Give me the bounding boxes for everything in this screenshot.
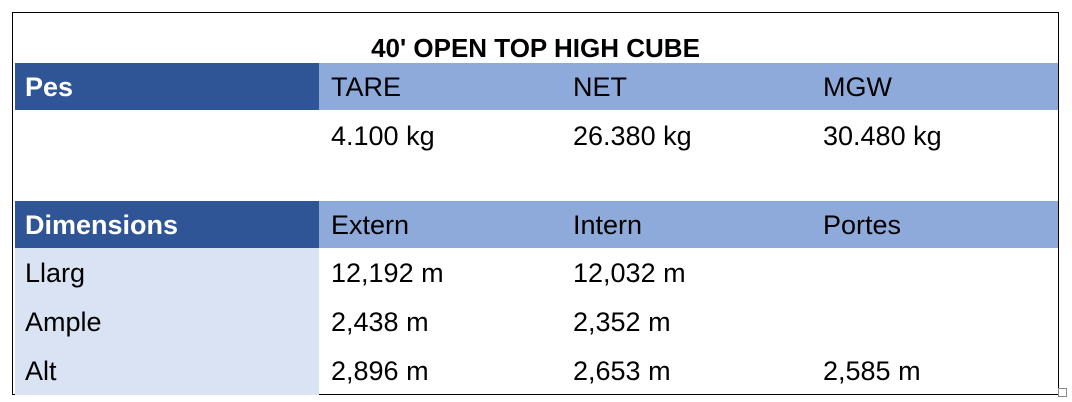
cell-value: 2,585 m bbox=[823, 356, 921, 386]
column-header: Portes bbox=[823, 210, 902, 240]
cell-value: 2,896 m bbox=[331, 356, 429, 386]
cell-value: 26.380 kg bbox=[573, 121, 692, 151]
header-band bbox=[319, 63, 1058, 110]
cell-value: 30.480 kg bbox=[823, 121, 942, 151]
header-label-band bbox=[15, 201, 319, 248]
cell-value: 2,438 m bbox=[331, 307, 429, 337]
table: 40' OPEN TOP HIGH CUBE Pes TARE NET MGW 4.10… bbox=[12, 12, 1059, 395]
cell-value: 2,352 m bbox=[573, 307, 671, 337]
column-header: TARE bbox=[331, 72, 402, 102]
cell-value: 12,032 m bbox=[573, 258, 686, 288]
column-header: NET bbox=[573, 72, 627, 102]
column-header: Extern bbox=[331, 210, 410, 240]
section-title: Dimensions bbox=[25, 210, 179, 240]
row-label: Llarg bbox=[25, 258, 86, 288]
resize-handle bbox=[1058, 388, 1067, 397]
header-label-band bbox=[15, 63, 319, 110]
cell-value: 2,653 m bbox=[573, 356, 671, 386]
row-label-band bbox=[15, 346, 319, 395]
cell-value: 12,192 m bbox=[331, 258, 444, 288]
cell-value: 4.100 kg bbox=[331, 121, 435, 151]
section-title: Pes bbox=[25, 72, 74, 102]
row-label-band bbox=[15, 248, 319, 297]
column-header: Intern bbox=[573, 210, 643, 240]
header-band bbox=[319, 201, 1058, 248]
table-title: 40' OPEN TOP HIGH CUBE bbox=[371, 33, 700, 63]
row-label: Ample bbox=[25, 307, 102, 337]
row-label-band bbox=[15, 297, 319, 346]
row-label: Alt bbox=[25, 356, 57, 386]
column-header: MGW bbox=[823, 72, 892, 102]
